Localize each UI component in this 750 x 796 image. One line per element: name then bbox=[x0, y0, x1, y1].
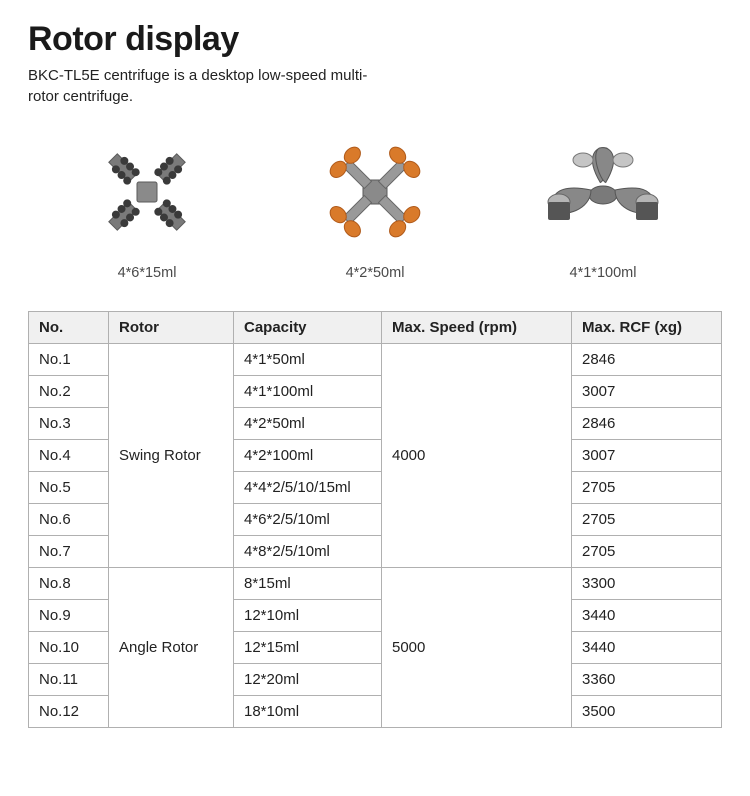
rotor-spec-table: No. Rotor Capacity Max. Speed (rpm) Max.… bbox=[28, 311, 722, 728]
cell-no: No.8 bbox=[29, 568, 109, 600]
cell-capacity: 4*1*100ml bbox=[234, 376, 382, 408]
cell-no: No.11 bbox=[29, 664, 109, 696]
cell-no: No.10 bbox=[29, 632, 109, 664]
page-subtitle: BKC-TL5E centrifuge is a desktop low-spe… bbox=[28, 65, 368, 107]
cell-capacity: 4*8*2/5/10ml bbox=[234, 536, 382, 568]
product-label: 4*2*50ml bbox=[346, 265, 405, 281]
product-label: 4*6*15ml bbox=[118, 265, 177, 281]
cell-rcf: 2705 bbox=[572, 504, 722, 536]
cell-capacity: 4*2*50ml bbox=[234, 408, 382, 440]
cell-capacity: 8*15ml bbox=[234, 568, 382, 600]
cell-capacity: 12*20ml bbox=[234, 664, 382, 696]
col-header-no: No. bbox=[29, 312, 109, 344]
col-header-rcf: Max. RCF (xg) bbox=[572, 312, 722, 344]
col-header-rotor: Rotor bbox=[109, 312, 234, 344]
cell-capacity: 4*1*50ml bbox=[234, 344, 382, 376]
cell-rcf: 3007 bbox=[572, 440, 722, 472]
cell-no: No.9 bbox=[29, 600, 109, 632]
cell-no: No.1 bbox=[29, 344, 109, 376]
cell-rcf: 3007 bbox=[572, 376, 722, 408]
cell-capacity: 12*10ml bbox=[234, 600, 382, 632]
cell-capacity: 12*15ml bbox=[234, 632, 382, 664]
product-label: 4*1*100ml bbox=[570, 265, 637, 281]
cell-rcf: 2846 bbox=[572, 344, 722, 376]
product-item: 4*1*100ml bbox=[494, 137, 712, 281]
product-item: 4*6*15ml bbox=[38, 137, 256, 281]
rotor-b-icon bbox=[305, 137, 445, 247]
col-header-speed: Max. Speed (rpm) bbox=[382, 312, 572, 344]
product-row: 4*6*15ml bbox=[38, 137, 712, 281]
cell-rcf: 3360 bbox=[572, 664, 722, 696]
rotor-a-icon bbox=[77, 137, 217, 247]
rotor-c-icon bbox=[533, 137, 673, 247]
cell-capacity: 4*4*2/5/10/15ml bbox=[234, 472, 382, 504]
table-row: No.1Swing Rotor4*1*50ml40002846 bbox=[29, 344, 722, 376]
cell-no: No.4 bbox=[29, 440, 109, 472]
cell-no: No.2 bbox=[29, 376, 109, 408]
cell-rotor: Swing Rotor bbox=[109, 344, 234, 568]
page-title: Rotor display bbox=[28, 20, 722, 59]
cell-rcf: 3440 bbox=[572, 600, 722, 632]
cell-rcf: 3300 bbox=[572, 568, 722, 600]
cell-rcf: 2846 bbox=[572, 408, 722, 440]
cell-rotor: Angle Rotor bbox=[109, 568, 234, 728]
cell-no: No.5 bbox=[29, 472, 109, 504]
cell-rcf: 2705 bbox=[572, 472, 722, 504]
cell-no: No.7 bbox=[29, 536, 109, 568]
table-row: No.8Angle Rotor8*15ml50003300 bbox=[29, 568, 722, 600]
cell-rcf: 2705 bbox=[572, 536, 722, 568]
cell-no: No.3 bbox=[29, 408, 109, 440]
cell-capacity: 4*6*2/5/10ml bbox=[234, 504, 382, 536]
cell-rcf: 3440 bbox=[572, 632, 722, 664]
cell-rcf: 3500 bbox=[572, 696, 722, 728]
col-header-capacity: Capacity bbox=[234, 312, 382, 344]
cell-no: No.12 bbox=[29, 696, 109, 728]
cell-speed: 4000 bbox=[382, 344, 572, 568]
cell-no: No.6 bbox=[29, 504, 109, 536]
product-item: 4*2*50ml bbox=[266, 137, 484, 281]
cell-speed: 5000 bbox=[382, 568, 572, 728]
cell-capacity: 18*10ml bbox=[234, 696, 382, 728]
cell-capacity: 4*2*100ml bbox=[234, 440, 382, 472]
table-header-row: No. Rotor Capacity Max. Speed (rpm) Max.… bbox=[29, 312, 722, 344]
